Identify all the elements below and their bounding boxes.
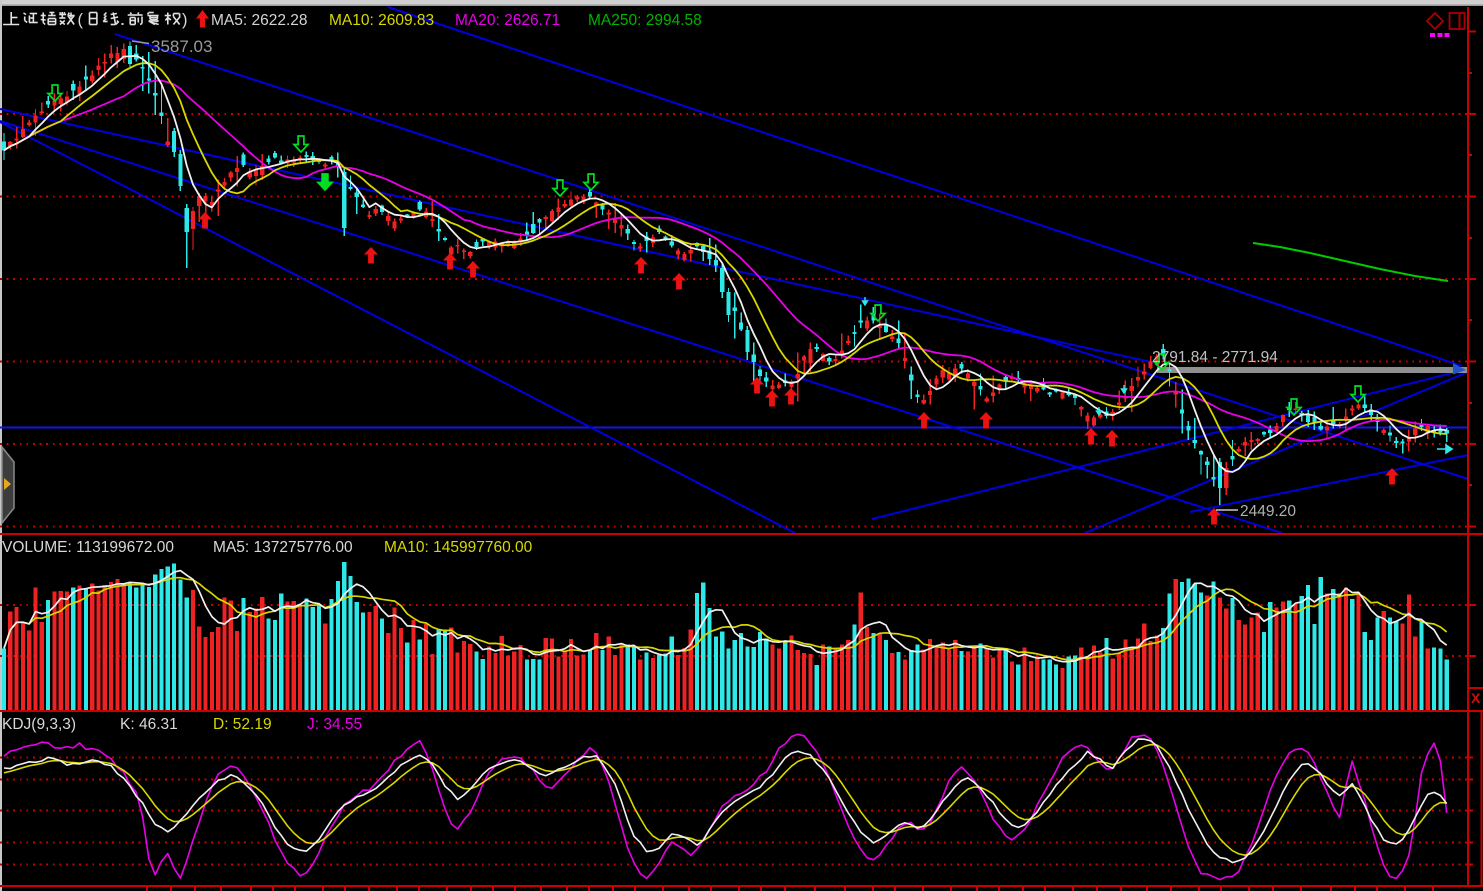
svg-text:MA250: 2994.58: MA250: 2994.58 (588, 12, 702, 29)
svg-text:MA5: 137275776.00: MA5: 137275776.00 (213, 539, 353, 556)
svg-text:): ) (182, 11, 188, 29)
svg-text:MA5: 2622.28: MA5: 2622.28 (211, 12, 308, 29)
svg-text:VOLUME: 113199672.00: VOLUME: 113199672.00 (2, 539, 174, 556)
svg-text:3587.03: 3587.03 (151, 37, 212, 56)
svg-text:MA10: 145997760.00: MA10: 145997760.00 (384, 539, 533, 556)
svg-text:D: 52.19: D: 52.19 (213, 716, 272, 733)
svg-text:X: X (1471, 690, 1481, 706)
svg-text:KDJ(9,3,3): KDJ(9,3,3) (2, 716, 76, 733)
svg-text:2791.84 - 2771.94: 2791.84 - 2771.94 (1152, 349, 1278, 366)
svg-text:J: 34.55: J: 34.55 (307, 716, 362, 733)
svg-text:K: 46.31: K: 46.31 (120, 716, 178, 733)
svg-text:MA10: 2609.83: MA10: 2609.83 (329, 12, 434, 29)
svg-text:2449.20: 2449.20 (1240, 503, 1296, 520)
svg-text:MA20: 2626.71: MA20: 2626.71 (455, 12, 560, 29)
svg-text:(: ( (78, 11, 84, 29)
